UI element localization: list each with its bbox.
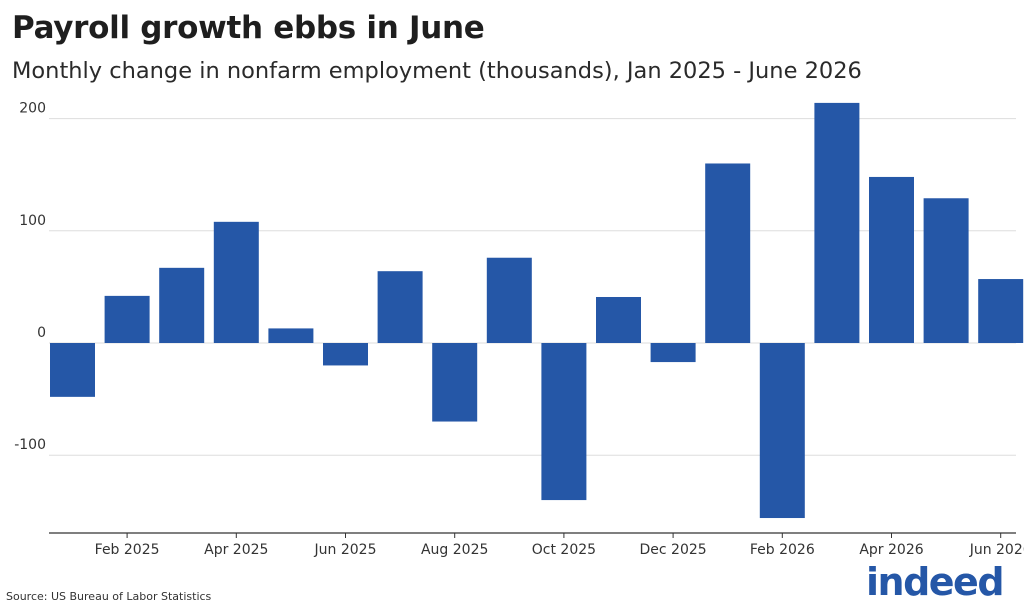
chart-subtitle: Monthly change in nonfarm employment (th… [12,58,862,84]
y-tick-label: -100 [14,437,46,453]
y-tick-label: 100 [19,213,46,229]
bar-may-2026 [923,198,969,343]
x-tick-label: Apr 2025 [204,542,268,558]
source-note: Source: US Bureau of Labor Statistics [6,590,212,603]
x-tick-label: Oct 2025 [532,542,596,558]
bar-apr-2026 [869,176,914,343]
bar-nov-2025 [596,296,641,343]
x-tick-label: Jun 2026 [969,542,1024,558]
bar-may-2025 [268,328,314,343]
indeed-logo: indeed [866,560,1005,604]
x-tick-label: Dec 2025 [640,542,707,558]
bar-dec-2025 [650,343,696,363]
x-tick-label: Apr 2026 [859,542,923,558]
x-tick-label: Jun 2025 [314,542,377,558]
bar-jan-2025 [50,343,95,397]
x-tick-label: Aug 2025 [421,542,488,558]
bar-feb-2026 [759,343,805,519]
bar-jul-2025 [377,271,423,343]
bar-apr-2025 [213,221,259,343]
bar-feb-2025 [104,295,150,343]
chart-title: Payroll growth ebbs in June [12,10,485,46]
x-tick-label: Feb 2026 [750,542,815,558]
bar-mar-2025 [159,267,205,343]
bar-jun-2025 [323,343,368,366]
x-tick-label: Feb 2025 [95,542,160,558]
bar-oct-2025 [541,343,587,501]
bar-jun-2026 [978,279,1024,343]
bar-jan-2026 [705,163,751,343]
bar-sep-2025 [486,257,532,343]
bar-mar-2026 [814,102,860,343]
y-tick-label: 200 [19,101,46,117]
bar-aug-2025 [432,343,478,422]
y-tick-label: 0 [37,325,46,341]
